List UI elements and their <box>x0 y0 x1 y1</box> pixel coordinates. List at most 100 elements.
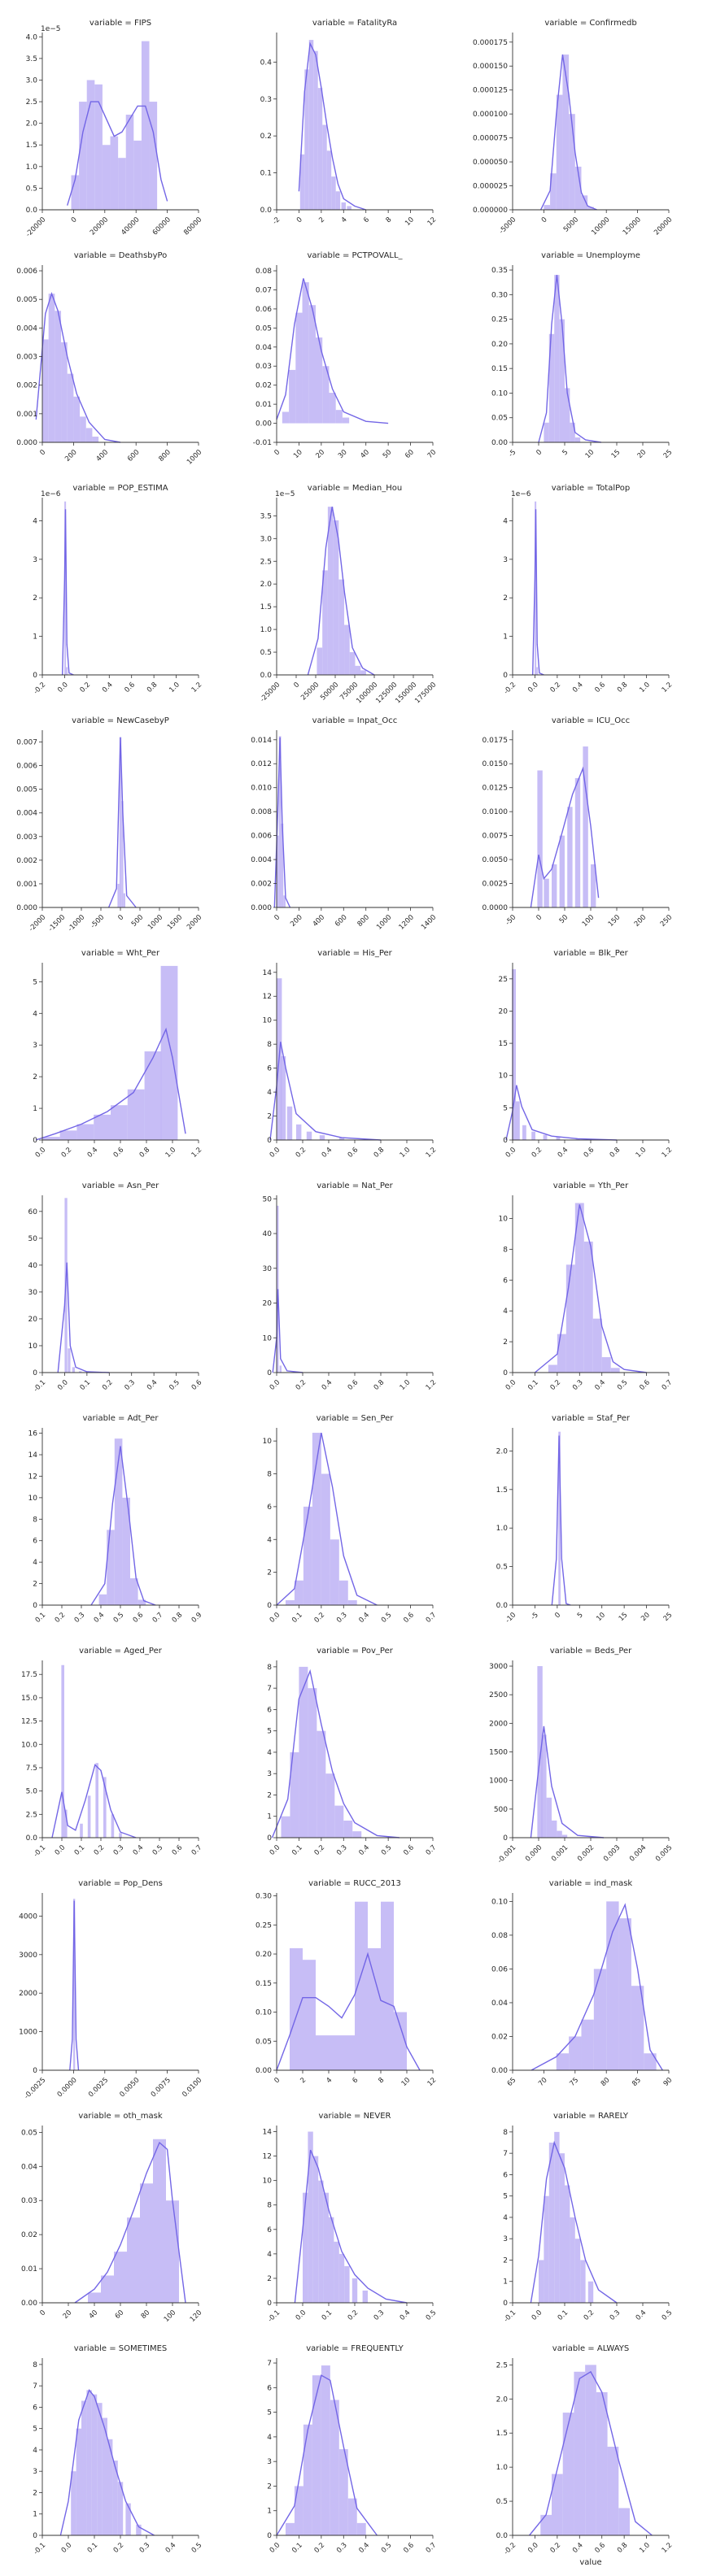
x-tick-label: 0 <box>116 913 125 922</box>
x-tick-label: 0.8 <box>138 1146 152 1160</box>
x-tick-label: 100 <box>163 2308 178 2324</box>
x-tick-label: -0.1 <box>267 2308 282 2324</box>
y-tick-label: 0.014 <box>251 737 272 745</box>
x-tick-label: 200 <box>63 448 79 463</box>
hist-bar <box>522 1125 526 1140</box>
y-tick-label: 0.02 <box>21 2231 37 2239</box>
kde-line <box>532 509 544 676</box>
x-tick-label: 15 <box>610 448 622 460</box>
y-tick-label: 1.0 <box>496 2464 509 2472</box>
x-tick-label: 0.2 <box>101 1378 115 1392</box>
hist-bar <box>290 1751 299 1838</box>
hist-bar <box>344 624 350 675</box>
x-tick-label: 20 <box>62 2308 74 2321</box>
hist-bar <box>294 2486 303 2535</box>
x-tick-label: 0.3 <box>335 1843 349 1857</box>
y-tick-label: 14 <box>28 1451 38 1460</box>
y-tick-label: 2 <box>503 594 508 603</box>
x-tick-label: 0.1 <box>79 1378 93 1392</box>
x-tick-label: -20000 <box>24 215 47 238</box>
hist-bar <box>48 294 55 442</box>
hist-bar <box>303 2192 308 2303</box>
x-tick-label: 0.5 <box>661 2308 675 2322</box>
x-tick-label: 5 <box>561 448 570 457</box>
x-tick-label: 0.0 <box>531 2308 544 2322</box>
x-tick-label: 2000 <box>186 913 203 931</box>
x-tick-label: 0.2 <box>60 1146 74 1160</box>
hist-bar <box>570 2217 575 2303</box>
x-tick-label: 0.005 <box>654 1843 674 1863</box>
kde-line <box>276 278 389 424</box>
kde-line <box>90 1446 156 1606</box>
x-tick-label: 0.5 <box>380 1843 394 1857</box>
y-tick-label: 0.006 <box>16 763 37 771</box>
x-tick-label: 0.4 <box>93 1611 107 1625</box>
hist-bar <box>512 968 516 1140</box>
hist-bar <box>548 1364 557 1373</box>
x-tick-label: 0.6 <box>593 681 607 694</box>
y-tick-label: 6 <box>267 2226 272 2234</box>
kde-line <box>271 1669 400 1838</box>
y-tick-label: 0.001 <box>16 411 37 419</box>
y-tick-label: 10 <box>263 2178 273 2186</box>
hist-bar <box>338 579 345 675</box>
x-tick-label: 6 <box>362 215 371 224</box>
x-tick-label: 0.1 <box>290 2541 304 2555</box>
x-tick-label: 0.1 <box>321 2308 334 2322</box>
x-tick-label: 0.0 <box>60 2541 74 2555</box>
x-tick-label: 0.2 <box>79 681 93 694</box>
x-tick-label: 0 <box>70 215 79 224</box>
y-tick-label: 15 <box>499 1040 508 1048</box>
x-tick-label: 10 <box>584 448 596 460</box>
y-tick-label: 3.5 <box>26 55 37 63</box>
hist-bar <box>103 1777 107 1838</box>
x-tick-label: 0.2 <box>313 2541 327 2555</box>
y-tick-label: 4 <box>503 2214 508 2222</box>
hist-bar <box>574 166 582 210</box>
x-tick-label: 0.2 <box>549 1378 563 1392</box>
x-tick-label: 65 <box>506 2076 518 2088</box>
hist-bar <box>550 173 557 210</box>
hist-bar <box>565 1264 575 1373</box>
hist-bar <box>160 965 178 1140</box>
y-tick-label: 0.5 <box>496 1564 508 1572</box>
y-tick-label: 0 <box>33 1137 37 1145</box>
x-tick-label: 0.0 <box>269 1146 282 1160</box>
hist-bar <box>554 2131 560 2303</box>
x-tick-label: 0.6 <box>132 1611 146 1625</box>
y-tick-label: 0 <box>503 1137 508 1145</box>
x-tick-label: 0.9 <box>190 1611 204 1625</box>
kde-line <box>272 1289 303 1373</box>
y-tick-label: 0.30 <box>491 291 508 299</box>
x-tick-label: 0.002 <box>576 1843 596 1863</box>
y-tick-label: 0.35 <box>491 267 508 275</box>
x-tick-label: 0.4 <box>101 681 115 694</box>
y-tick-label: 4 <box>267 2434 272 2442</box>
hist-bar <box>322 570 328 675</box>
hist-bar <box>285 1599 295 1605</box>
y-tick-label: 5 <box>33 978 37 986</box>
x-tick-label: 0.6 <box>190 1378 204 1392</box>
hist-bar <box>556 2053 570 2070</box>
y-tick-label: 5 <box>33 2426 37 2434</box>
y-tick-label: 0.1 <box>260 170 272 178</box>
y-tick-label: 12.5 <box>21 1718 37 1726</box>
y-tick-label: 0.06 <box>491 1965 508 1973</box>
y-tick-label: 0.5 <box>260 649 272 657</box>
x-tick-label: 5000 <box>562 215 580 233</box>
hist-bar <box>327 507 334 675</box>
hist-bar <box>308 2131 313 2303</box>
kde-line <box>57 1262 110 1373</box>
hist-bar <box>306 1131 312 1140</box>
y-tick-label: 10 <box>28 1342 38 1351</box>
x-tick-label: 8 <box>385 215 394 224</box>
hist-bar <box>329 393 336 424</box>
y-tick-label: 8 <box>503 1246 508 1254</box>
hist-bar <box>570 422 575 442</box>
x-tick-label: 12 <box>426 2076 439 2088</box>
hist-bar <box>562 54 570 211</box>
kde-line <box>269 1042 382 1141</box>
panel-title: variable = ICU_Occ <box>552 716 630 725</box>
hist-bar <box>55 311 62 442</box>
x-tick-label: 0 <box>535 913 544 922</box>
